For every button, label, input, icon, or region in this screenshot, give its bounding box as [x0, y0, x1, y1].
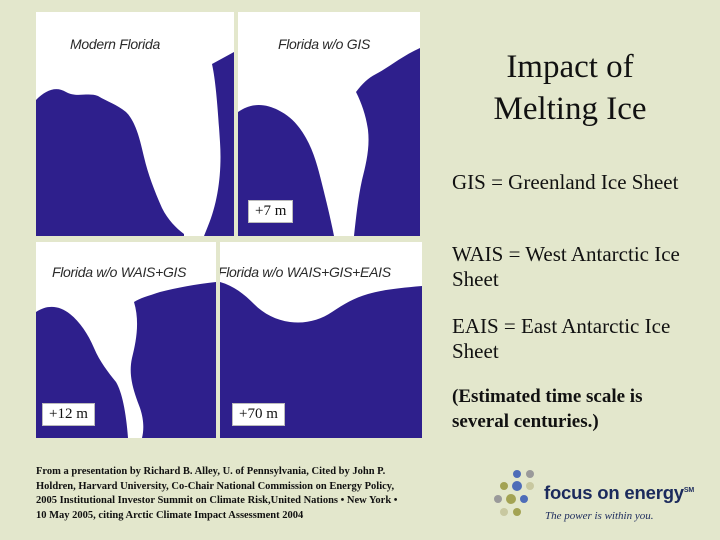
logo-wordmark: focus on energySM — [544, 482, 694, 504]
gis-definition: GIS = Greenland Ice Sheet — [452, 170, 679, 194]
modern-florida-map-image — [36, 52, 234, 236]
source-line-2: Holdren, Harvard University, Co-Chair Na… — [36, 480, 395, 492]
source-line-3: 2005 Institutional Investor Summit on Cl… — [36, 495, 398, 506]
slide-title: Impact of Melting Ice — [460, 46, 680, 130]
no-eais-map-image — [220, 282, 422, 438]
source-citation: From a presentation by Richard B. Alley,… — [36, 465, 466, 523]
logo-tagline: The power is within you. — [545, 510, 654, 522]
title-line-2: Melting Ice — [493, 91, 647, 127]
rise-label-70m: +70 m — [232, 403, 285, 426]
time-scale-note: (Estimated time scale is several centuri… — [452, 386, 643, 432]
wais-definition: WAIS = West Antarctic Ice Sheet — [452, 242, 680, 291]
map-modern-florida: Modern Florida — [36, 12, 234, 236]
map-florida-no-gis: Florida w/o GIS — [238, 12, 420, 236]
no-gis-title: Florida w/o GIS — [278, 36, 370, 52]
rise-label-12m: +12 m — [42, 403, 95, 426]
gulf-water — [36, 89, 184, 236]
eais-definition: EAIS = East Antarctic Ice Sheet — [452, 314, 671, 363]
no-wais-title: Florida w/o WAIS+GIS — [52, 264, 187, 280]
logo-trademark: SM — [683, 486, 694, 494]
atlantic-water — [204, 52, 234, 236]
map-florida-no-eais: Florida w/o WAIS+GIS+EAIS — [220, 242, 422, 438]
florida-keys — [186, 222, 202, 230]
source-line-1: From a presentation by Richard B. Alley,… — [36, 466, 386, 477]
map-florida-no-wais: Florida w/o WAIS+GIS — [36, 242, 216, 438]
atlantic-water — [130, 282, 216, 438]
rise-label-7m: +7 m — [248, 200, 294, 223]
source-line-4: 10 May 2005, citing Arctic Climate Impac… — [36, 509, 304, 521]
atlantic-water — [354, 48, 420, 236]
focus-on-energy-logo: focus on energySM The power is within yo… — [490, 468, 710, 524]
logo-dots-icon — [494, 470, 534, 516]
title-line-1: Impact of — [506, 49, 634, 85]
logo-name-text: focus on energy — [544, 482, 684, 503]
modern-florida-title: Modern Florida — [70, 36, 160, 52]
no-eais-title: Florida w/o WAIS+GIS+EAIS — [220, 264, 391, 280]
gulf-water — [220, 282, 422, 438]
